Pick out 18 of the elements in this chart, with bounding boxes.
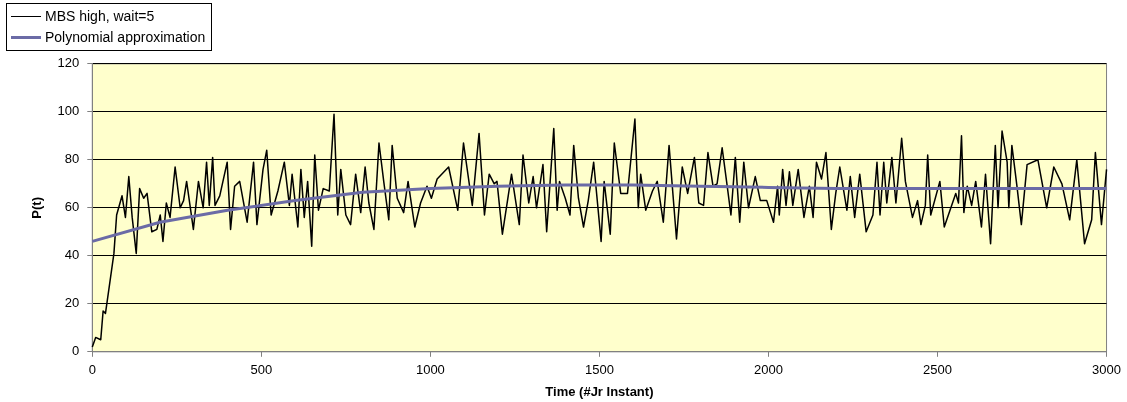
legend-label: Polynomial approximation [45, 28, 206, 47]
x-tick-label: 3000 [1092, 362, 1121, 378]
y-axis-title: P(t) [29, 196, 45, 219]
x-tick-label: 500 [250, 362, 273, 378]
x-tick-label: 1000 [415, 362, 445, 378]
x-tick-label: 2000 [754, 362, 783, 378]
x-tick-label: 0 [88, 362, 96, 378]
y-tick-label: 100 [57, 103, 80, 119]
y-tick-label: 120 [57, 55, 80, 71]
x-axis-title: Time (#Jr Instant) [545, 383, 654, 399]
y-tick-label: 0 [72, 343, 80, 359]
y-tick-label: 80 [64, 151, 80, 167]
y-tick-label: 40 [64, 247, 80, 263]
y-tick-label: 20 [64, 295, 80, 311]
x-tick-label: 2500 [923, 362, 952, 378]
y-tick-label: 60 [64, 199, 80, 215]
legend-label: MBS high, wait=5 [45, 7, 155, 26]
x-tick-label: 1500 [584, 362, 614, 378]
